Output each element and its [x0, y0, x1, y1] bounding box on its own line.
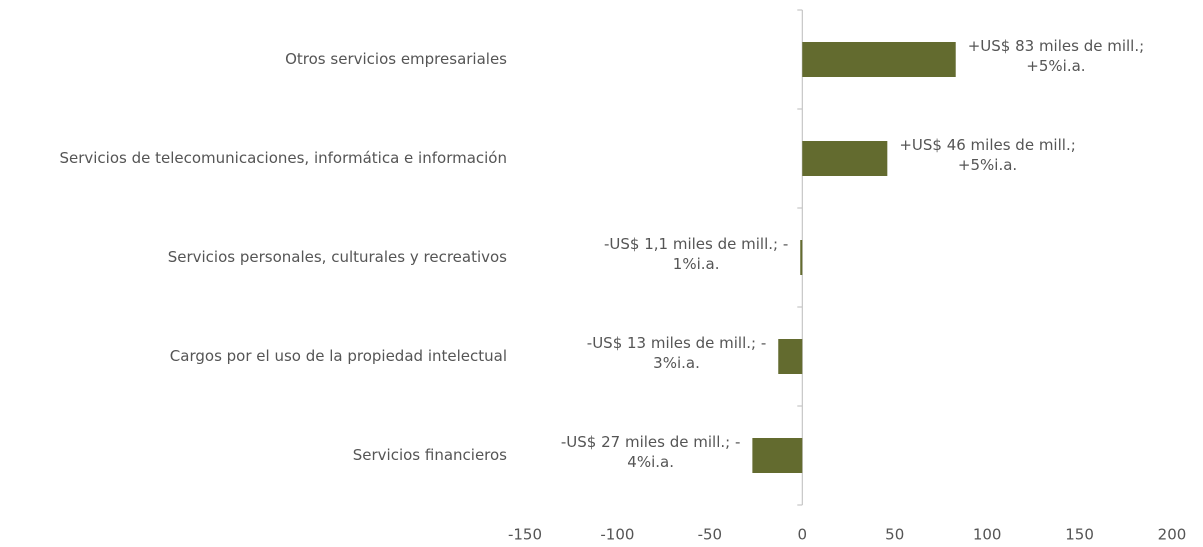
- x-tick-label: 100: [973, 526, 1002, 544]
- bar: [778, 339, 803, 374]
- x-tick-label: -100: [600, 526, 634, 544]
- y-tick-label: Cargos por el uso de la propiedad intele…: [170, 347, 507, 365]
- bar: [802, 141, 888, 176]
- value-label: -US$ 1,1 miles de mill.; -1%i.a.: [604, 234, 788, 274]
- value-label-line: -US$ 13 miles de mill.; -: [586, 333, 767, 352]
- y-tick-label: Servicios personales, culturales y recre…: [168, 248, 507, 266]
- value-label-line: 3%i.a.: [653, 353, 700, 372]
- value-label-line: +US$ 83 miles de mill.;: [967, 36, 1145, 55]
- y-tick-label: Servicios de telecomunicaciones, informá…: [59, 149, 507, 167]
- x-tick-label: 150: [1065, 526, 1094, 544]
- x-tick-label: 0: [798, 526, 808, 544]
- value-label-line: +US$ 46 miles de mill.;: [899, 135, 1076, 154]
- x-tick-label: 50: [885, 526, 904, 544]
- x-tick-label: -50: [698, 526, 723, 544]
- bar: [800, 240, 803, 275]
- value-label-line: +5%i.a.: [957, 155, 1018, 174]
- value-label-line: +5%i.a.: [1026, 56, 1086, 75]
- value-label: -US$ 13 miles de mill.; -3%i.a.: [587, 333, 766, 373]
- value-label-line: 1%i.a.: [672, 254, 720, 273]
- value-label-line: -US$ 27 miles de mill.; -: [560, 432, 741, 451]
- y-tick-label: Otros servicios empresariales: [285, 50, 507, 68]
- x-tick-label: 200: [1158, 526, 1187, 544]
- bar: [752, 438, 803, 473]
- value-label: +US$ 46 miles de mill.; +5%i.a.: [899, 135, 1075, 175]
- value-label: +US$ 83 miles de mill.; +5%i.a.: [968, 36, 1144, 76]
- bar: [802, 42, 956, 77]
- x-tick-label: -150: [508, 526, 542, 544]
- y-tick-label: Servicios financieros: [353, 446, 507, 464]
- value-label-line: -US$ 1,1 miles de mill.; -: [604, 234, 789, 253]
- value-label-line: 4%i.a.: [627, 452, 674, 471]
- value-label: -US$ 27 miles de mill.; -4%i.a.: [561, 432, 740, 472]
